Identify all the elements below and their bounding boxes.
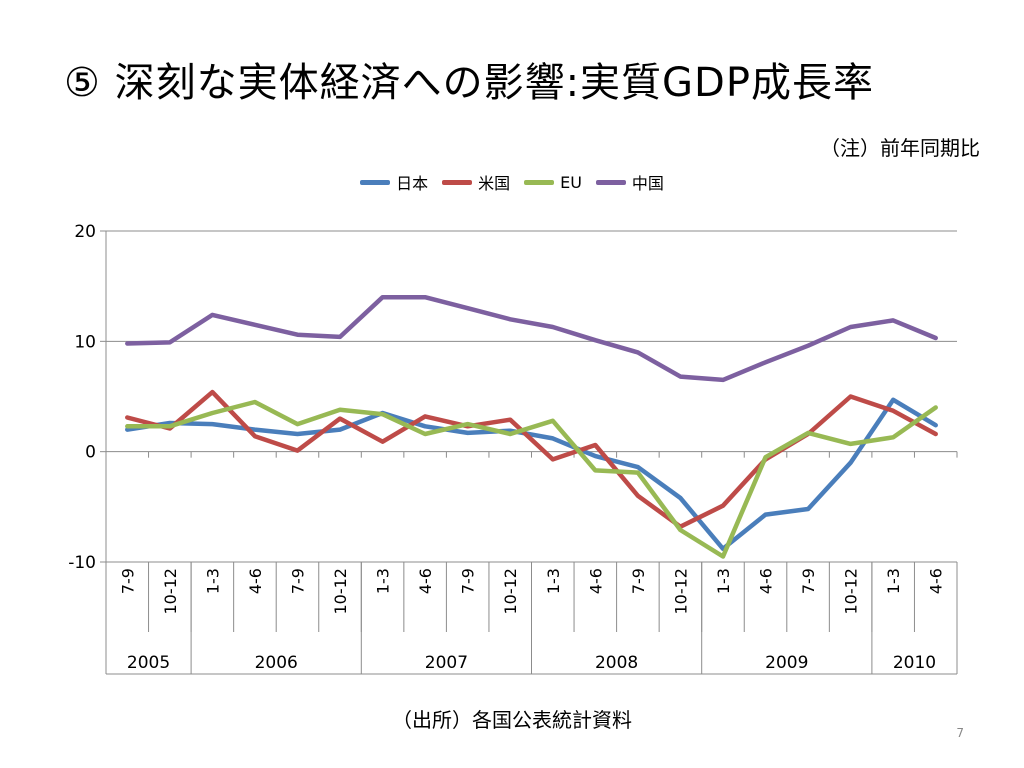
x-tick-label: 7-9 <box>288 568 307 594</box>
y-tick-label: -10 <box>68 553 96 573</box>
legend-label-us: 米国 <box>478 174 511 193</box>
legend-label-japan: 日本 <box>396 174 429 193</box>
x-tick-label: 10-12 <box>842 568 861 615</box>
x-tick-label: 4-6 <box>246 568 265 594</box>
legend-swatch-eu <box>524 179 555 185</box>
year-label: 2006 <box>255 653 298 673</box>
x-tick-label: 10-12 <box>331 568 350 615</box>
x-tick-label: 7-9 <box>118 568 137 594</box>
x-tick-label: 10-12 <box>671 568 690 615</box>
series-line-eu <box>125 399 938 559</box>
legend-swatch-china <box>595 179 626 185</box>
chart-note: （注）前年同期比 <box>820 136 980 160</box>
x-tick-label: 7-9 <box>629 568 648 594</box>
source-note: （出所）各国公表統計資料 <box>392 708 632 732</box>
x-tick-label: 1-3 <box>714 568 733 594</box>
x-tick-label: 7-9 <box>459 568 478 594</box>
legend-item-japan: 日本 <box>360 170 428 194</box>
series-line-japan <box>125 397 938 552</box>
x-tick-label: 10-12 <box>161 568 180 615</box>
y-tick-label: 10 <box>74 332 96 352</box>
y-tick-label: 0 <box>85 443 96 463</box>
slide-title: ⑤ 深刻な実体経済への影響:実質GDP成長率 <box>64 60 874 106</box>
x-tick-label: 1-3 <box>374 568 393 594</box>
x-tick-label: 7-9 <box>799 568 818 594</box>
legend-label-china: 中国 <box>631 174 664 193</box>
x-tick-label: 10-12 <box>501 568 520 615</box>
x-tick-label: 1-3 <box>203 568 222 594</box>
y-tick-label: 20 <box>74 222 96 242</box>
x-tick-label: 1-3 <box>884 568 903 594</box>
legend-item-us: 米国 <box>442 170 510 194</box>
page-number: 7 <box>956 726 964 740</box>
chart-legend: 日本 米国 EU 中国 <box>0 170 1024 194</box>
x-tick-label: 4-6 <box>927 568 946 594</box>
legend-item-eu: EU <box>524 170 582 194</box>
x-tick-label: 4-6 <box>586 568 605 594</box>
legend-swatch-us <box>442 179 473 185</box>
year-label: 2005 <box>127 653 170 673</box>
year-label: 2008 <box>595 653 638 673</box>
series-line-china <box>125 294 938 383</box>
series-line-us <box>125 389 938 529</box>
x-tick-label: 4-6 <box>757 568 776 594</box>
x-tick-label: 1-3 <box>544 568 563 594</box>
year-label: 2010 <box>893 653 936 673</box>
legend-swatch-japan <box>360 179 391 185</box>
year-label: 2007 <box>425 653 468 673</box>
legend-label-eu: EU <box>560 172 582 192</box>
x-tick-label: 4-6 <box>416 568 435 594</box>
year-label: 2009 <box>765 653 808 673</box>
legend-item-china: 中国 <box>595 170 664 194</box>
